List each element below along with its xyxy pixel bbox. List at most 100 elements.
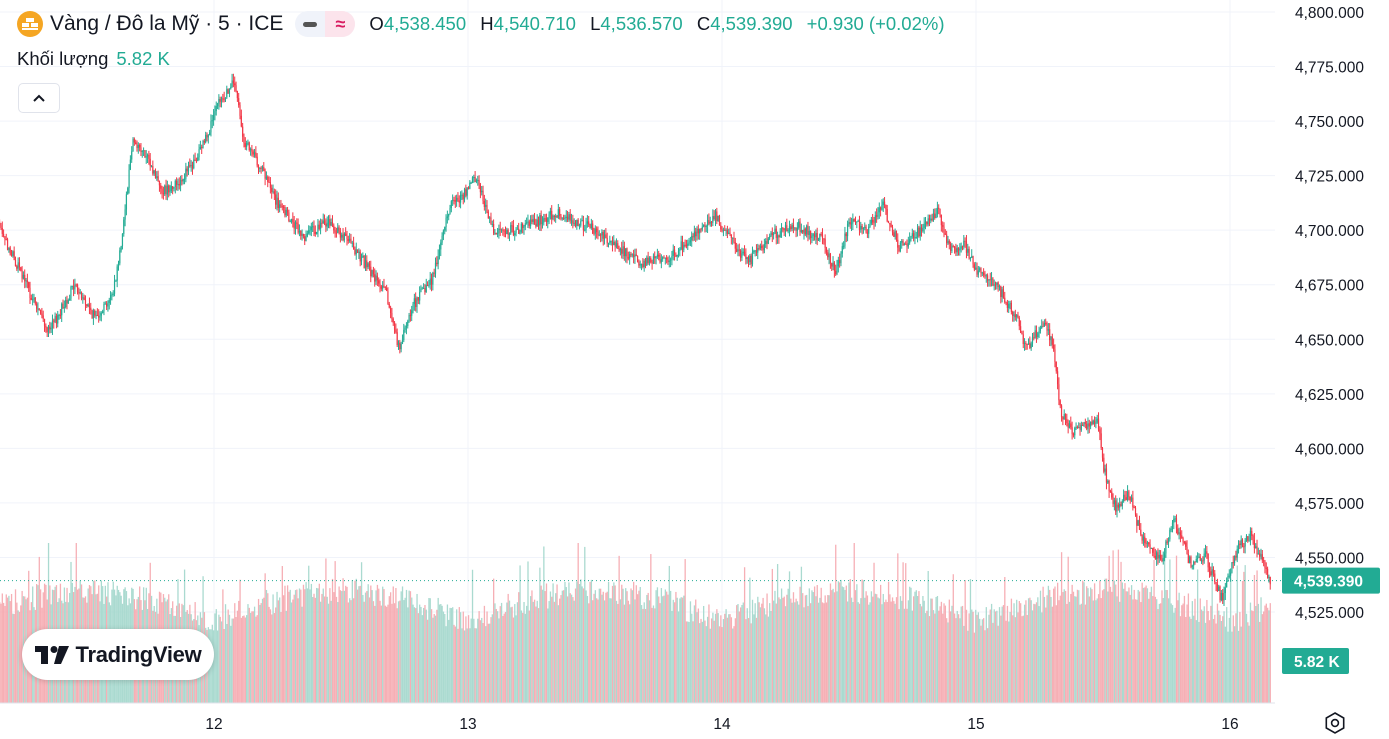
candle-body (24, 274, 26, 282)
collapse-legend-button[interactable] (18, 83, 60, 113)
volume-bar (441, 605, 443, 703)
volume-bar (915, 590, 917, 703)
price-axis[interactable]: 4,800.0004,775.0004,750.0004,725.0004,70… (1282, 5, 1380, 674)
volume-bar (887, 581, 890, 703)
candle-body (874, 215, 876, 223)
candle-body (160, 185, 162, 189)
time-axis[interactable]: 12 13 14 15 16 (0, 702, 1275, 733)
candle-body (4, 236, 6, 240)
volume-bar (808, 588, 810, 703)
volume-bar (423, 607, 425, 703)
candle-body (985, 275, 987, 277)
volume-bar (800, 566, 803, 703)
volume-bar (519, 565, 521, 703)
volume-bar (640, 605, 643, 703)
volume-legend[interactable]: Khối lượng 5.82 K (17, 48, 170, 70)
volume-bar (285, 610, 287, 703)
volume-bar (939, 606, 941, 703)
candle-body (43, 318, 46, 326)
volume-bar (465, 616, 467, 703)
volume-bar (382, 586, 384, 703)
candle-body (1006, 302, 1008, 308)
symbol-title[interactable]: Vàng / Đô la Mỹ · 5 · ICE (50, 12, 284, 35)
approx-icon[interactable]: ≈ (325, 11, 356, 37)
volume-bar (247, 604, 249, 703)
candle-body (339, 230, 341, 238)
volume-bar (856, 584, 858, 703)
candle-body (247, 142, 249, 144)
volume-bar (424, 605, 426, 703)
volume-bar (1116, 596, 1118, 703)
candle-body (382, 285, 384, 289)
candle-body (449, 208, 451, 215)
candle-body (261, 167, 264, 169)
tradingview-logo[interactable]: TradingView (22, 629, 214, 680)
candle-body (618, 248, 620, 251)
volume-bar (1260, 597, 1262, 703)
volume-bar (1252, 611, 1254, 703)
volume-bar (388, 596, 390, 703)
volume-bar (1149, 592, 1151, 703)
gear-icon[interactable] (1324, 712, 1346, 734)
volume-bar (849, 579, 851, 703)
volume-bar (584, 546, 586, 703)
volume-bar (1141, 582, 1143, 703)
gold-bars-icon[interactable] (17, 11, 43, 37)
volume-bar (916, 596, 919, 703)
volume-bar (737, 604, 739, 703)
candle-body (271, 187, 273, 192)
candle-body (626, 248, 628, 258)
volume-bar (581, 586, 583, 703)
volume-bar (523, 602, 525, 703)
volume-bar (959, 618, 961, 703)
candle-body (191, 165, 194, 169)
candle-body (792, 224, 795, 229)
volume-bar (317, 588, 319, 703)
candle-body (1174, 518, 1176, 520)
volume-bar (615, 600, 618, 703)
candle-body (99, 315, 101, 318)
volume-bar (360, 562, 363, 703)
volume-bar (1090, 587, 1092, 703)
candle-body (374, 274, 376, 282)
candle-body (947, 240, 949, 244)
volume-bar (280, 612, 282, 703)
price-tick-label: 4,625.000 (1295, 387, 1364, 404)
volume-bar (434, 615, 437, 703)
volume-bar (539, 567, 541, 703)
candle-body (1107, 480, 1109, 483)
volume-bar (803, 607, 805, 703)
volume-bar (222, 589, 224, 703)
chevron-up-icon (33, 94, 45, 102)
volume-bar (1072, 591, 1075, 703)
candle-body (207, 135, 209, 138)
volume-bar (326, 596, 328, 703)
volume-bar (1041, 612, 1043, 703)
candle-body (234, 83, 236, 86)
volume-bar (514, 604, 516, 703)
hide-icon[interactable] (295, 11, 325, 37)
volume-bar (1161, 590, 1163, 703)
volume-bar (553, 601, 556, 703)
candle-body (553, 216, 555, 218)
volume-bar (389, 592, 392, 703)
volume-bar (709, 628, 711, 703)
candle-body (131, 151, 133, 160)
candle-body (195, 160, 198, 162)
candle-body (1233, 555, 1236, 563)
volume-bar (968, 613, 970, 703)
volume-bar (1108, 555, 1110, 703)
volume-bar (1029, 597, 1031, 703)
candle-body (767, 238, 769, 244)
volume-bar (796, 601, 799, 703)
volume-bar (1126, 591, 1129, 703)
candle-body (75, 284, 77, 286)
volume-bar (582, 588, 585, 703)
candle-body (1002, 289, 1005, 298)
candle-body (297, 223, 299, 233)
candle-body (623, 246, 625, 257)
candle-body (778, 235, 780, 238)
volume-bar (541, 589, 544, 703)
candle-body (1194, 561, 1196, 563)
